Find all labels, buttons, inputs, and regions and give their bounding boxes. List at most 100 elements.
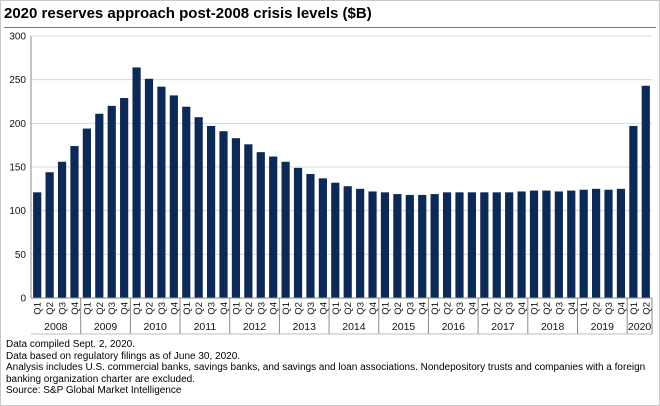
bar xyxy=(144,78,154,298)
y-tick-label: 150 xyxy=(9,163,26,174)
bar xyxy=(306,173,315,298)
bar xyxy=(529,190,539,298)
bar xyxy=(132,67,141,298)
y-tick-label: 50 xyxy=(15,250,27,261)
x-tick-label: Q4 xyxy=(219,302,230,315)
note-compiled: Data compiled Sept. 2, 2020. xyxy=(6,339,135,350)
note-source: Source: S&P Global Market Intelligence xyxy=(6,385,182,396)
x-tick-label: Q1 xyxy=(579,302,590,315)
bar xyxy=(554,191,563,298)
x-tick-label: Q1 xyxy=(430,302,441,315)
year-label: 2009 xyxy=(94,321,118,333)
bar xyxy=(393,194,402,298)
x-tick-label: Q3 xyxy=(306,302,317,315)
x-tick-label: Q2 xyxy=(393,302,404,315)
bar xyxy=(57,161,67,298)
x-tick-label: Q2 xyxy=(592,302,603,315)
bar xyxy=(405,194,414,298)
y-tick-label: 0 xyxy=(20,294,26,305)
y-tick-label: 250 xyxy=(9,75,26,86)
year-label: 2016 xyxy=(442,321,466,333)
x-tick-label: Q1 xyxy=(182,302,193,315)
x-tick-label: Q2 xyxy=(542,302,553,315)
bar xyxy=(592,188,601,298)
bar xyxy=(579,189,588,298)
bar xyxy=(480,192,489,298)
x-tick-label: Q3 xyxy=(455,302,466,315)
bar xyxy=(368,191,377,298)
bar xyxy=(82,128,91,298)
bar xyxy=(281,161,290,298)
year-label: 2008 xyxy=(44,321,68,333)
x-tick-label: Q4 xyxy=(318,302,329,315)
year-label: 2012 xyxy=(243,321,267,333)
bar xyxy=(194,117,203,298)
bar xyxy=(492,192,501,298)
bar xyxy=(430,194,439,298)
bar xyxy=(244,144,253,298)
x-tick-label: Q1 xyxy=(82,302,93,315)
x-tick-label: Q3 xyxy=(256,302,267,315)
x-tick-label: Q1 xyxy=(33,302,44,315)
x-tick-label: Q3 xyxy=(356,302,367,315)
bar xyxy=(269,156,278,298)
x-tick-label: Q2 xyxy=(244,302,255,315)
x-tick-label: Q4 xyxy=(567,302,578,315)
bar xyxy=(455,192,464,298)
x-tick-label: Q2 xyxy=(45,302,56,315)
year-label: 2010 xyxy=(144,321,168,333)
x-tick-label: Q4 xyxy=(70,302,81,315)
x-tick-label: Q2 xyxy=(144,302,155,315)
x-tick-label: Q4 xyxy=(368,302,379,315)
bar xyxy=(107,105,116,299)
title-rule xyxy=(4,27,656,28)
x-tick-label: Q4 xyxy=(467,302,478,315)
x-tick-label: Q4 xyxy=(616,302,627,315)
y-tick-label: 200 xyxy=(9,119,26,130)
x-tick-label: Q2 xyxy=(194,302,205,315)
year-label: 2019 xyxy=(591,321,615,333)
x-tick-label: Q1 xyxy=(132,302,143,315)
bar xyxy=(206,125,216,298)
x-tick-label: Q1 xyxy=(331,302,342,315)
x-tick-label: Q3 xyxy=(107,302,118,315)
x-tick-label: Q1 xyxy=(231,302,242,315)
x-tick-label: Q3 xyxy=(604,302,615,315)
chart-title: 2020 reserves approach post-2008 crisis … xyxy=(4,5,372,22)
chart-notes: Data compiled Sept. 2, 2020. Data based … xyxy=(6,339,651,397)
bar xyxy=(231,138,241,298)
x-tick-label: Q3 xyxy=(554,302,565,315)
bar xyxy=(95,113,104,298)
y-tick-label: 100 xyxy=(9,206,26,217)
year-label: 2017 xyxy=(491,321,515,333)
bar xyxy=(45,172,54,298)
bar xyxy=(33,192,42,298)
year-label: 2018 xyxy=(541,321,565,333)
x-tick-label: Q4 xyxy=(120,302,131,315)
x-tick-label: Q1 xyxy=(380,302,391,315)
bar xyxy=(517,191,526,298)
x-tick-label: Q4 xyxy=(169,302,180,315)
bar xyxy=(157,86,166,299)
year-label: 2013 xyxy=(293,321,317,333)
x-tick-label: Q3 xyxy=(58,302,69,315)
bar xyxy=(418,194,427,298)
bar xyxy=(120,98,129,298)
bar xyxy=(70,146,79,298)
bar xyxy=(604,189,613,298)
bar xyxy=(293,167,303,298)
x-tick-label: Q2 xyxy=(443,302,454,315)
x-tick-label: Q4 xyxy=(517,302,528,315)
bar xyxy=(182,106,191,299)
bar xyxy=(505,192,514,298)
x-tick-label: Q3 xyxy=(207,302,218,315)
year-label: 2011 xyxy=(194,321,217,333)
x-tick-label: Q1 xyxy=(530,302,541,315)
year-label: 2015 xyxy=(392,321,416,333)
x-tick-label: Q2 xyxy=(343,302,354,315)
note-filings: Data based on regulatory filings as of J… xyxy=(6,350,241,362)
bar xyxy=(616,188,626,298)
bar xyxy=(641,85,650,298)
